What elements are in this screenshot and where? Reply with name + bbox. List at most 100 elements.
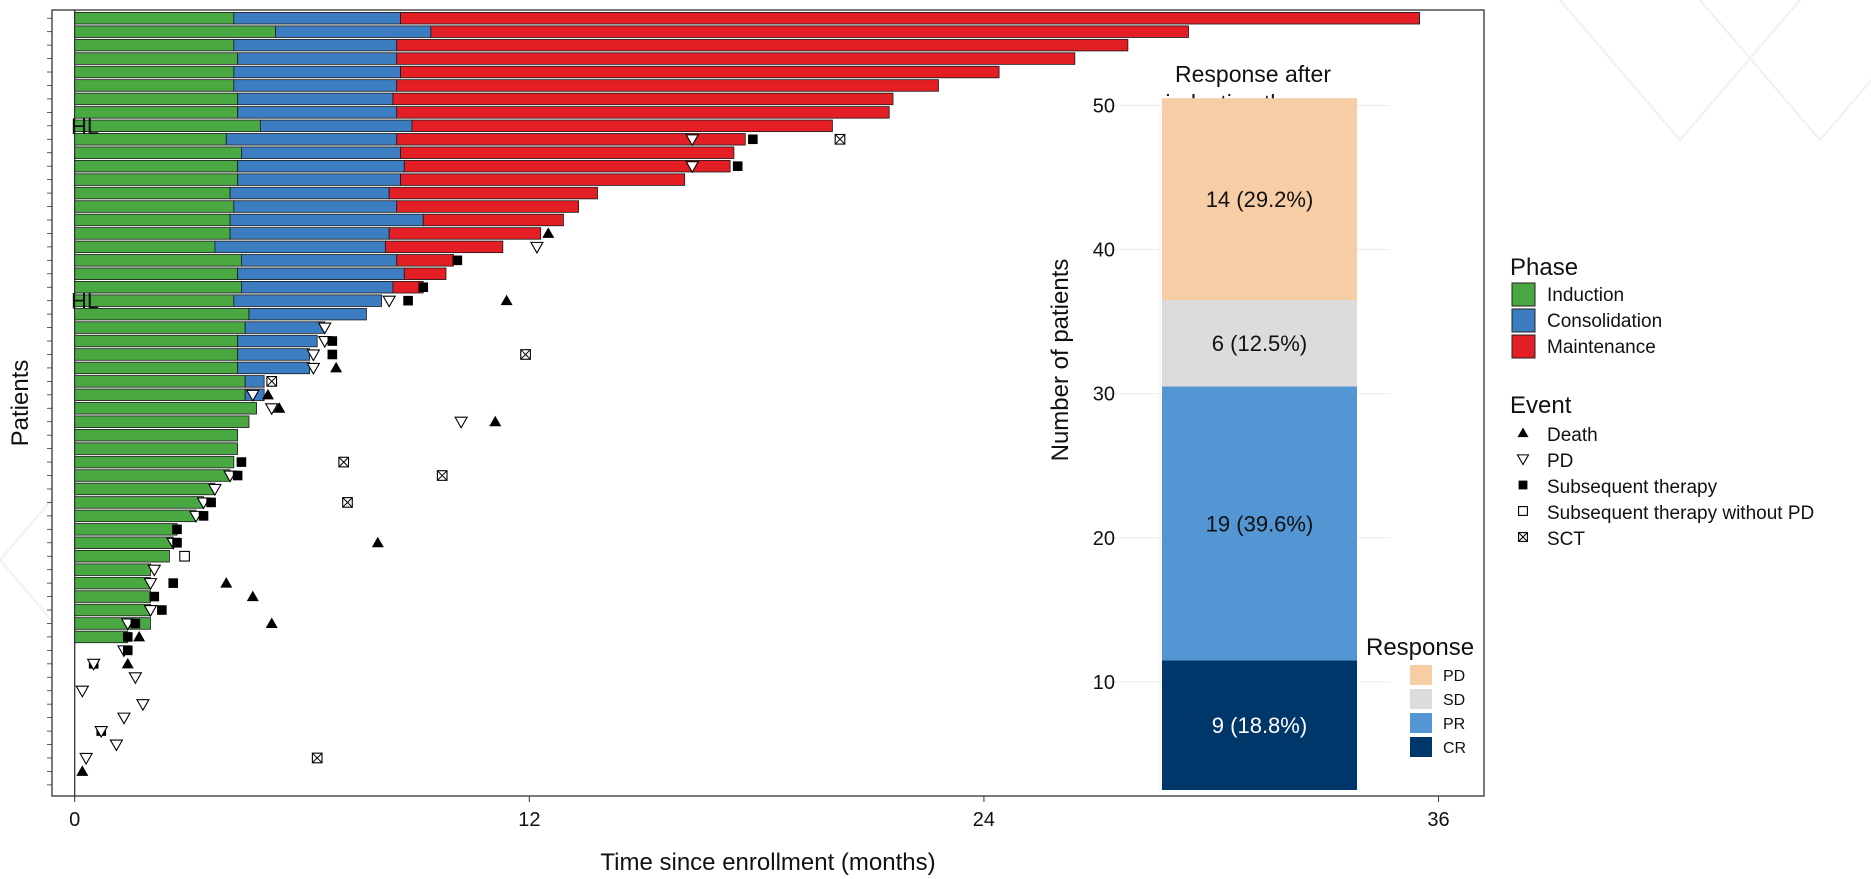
consolidation-bar bbox=[237, 106, 398, 119]
sct-cross bbox=[520, 349, 531, 360]
event-marker bbox=[122, 632, 133, 642]
x-tick-label: 12 bbox=[518, 809, 540, 831]
event-legend-label: SCT bbox=[1547, 529, 1585, 550]
death-icon bbox=[542, 227, 555, 238]
event-marker bbox=[147, 564, 162, 577]
stack-segment-pd bbox=[1162, 98, 1357, 300]
induction-bar bbox=[74, 12, 235, 25]
subsequent-therapy-icon bbox=[149, 591, 160, 602]
consolidation-bar bbox=[237, 92, 394, 106]
induction-bar bbox=[74, 321, 246, 334]
event-marker bbox=[529, 241, 544, 254]
event-marker bbox=[265, 617, 278, 628]
maintenance-bar bbox=[396, 200, 579, 213]
inset-y-axis-title: Number of patients bbox=[1047, 259, 1074, 462]
maintenance-bar bbox=[396, 52, 1076, 65]
induction-bar bbox=[74, 281, 242, 294]
induction-bar bbox=[74, 173, 239, 186]
event-marker bbox=[133, 630, 146, 642]
event-marker bbox=[220, 577, 233, 588]
subsequent-therapy-without-pd-icon bbox=[1518, 506, 1528, 516]
induction-bar bbox=[74, 509, 197, 523]
event-marker bbox=[172, 524, 182, 535]
x-tick-label: 0 bbox=[69, 809, 80, 831]
event-marker bbox=[261, 388, 274, 400]
consolidation-bar bbox=[233, 65, 401, 79]
event-marker bbox=[109, 739, 124, 752]
maintenance-bar bbox=[396, 133, 746, 146]
maintenance-bar bbox=[400, 12, 1420, 25]
phase-legend-label: Maintenance bbox=[1547, 337, 1656, 358]
phase-legend-title: Phase bbox=[1510, 254, 1578, 281]
consolidation-bar bbox=[241, 146, 401, 159]
induction-bar bbox=[74, 200, 235, 213]
subsequent-therapy-icon bbox=[122, 645, 133, 656]
consolidation-bar bbox=[237, 361, 311, 375]
event-marker bbox=[306, 349, 321, 362]
maintenance-bar bbox=[396, 106, 890, 119]
event-marker bbox=[489, 415, 502, 427]
pd-icon bbox=[1516, 454, 1530, 466]
subsequent-therapy-without-pd-icon bbox=[179, 550, 190, 562]
induction-bar bbox=[74, 482, 216, 496]
stack-label-sd: 6 (12.5%) bbox=[1212, 331, 1307, 356]
subsequent-therapy-icon bbox=[198, 511, 209, 521]
event-marker bbox=[246, 590, 259, 602]
x-axis-title: Time since enrollment (months) bbox=[600, 849, 935, 876]
pd-icon bbox=[685, 134, 700, 147]
pd-icon bbox=[135, 699, 150, 712]
event-marker bbox=[149, 591, 160, 602]
consolidation-bar bbox=[248, 307, 367, 321]
consolidation-bar bbox=[237, 52, 398, 65]
maintenance-bar bbox=[392, 92, 894, 106]
event-marker bbox=[834, 133, 846, 145]
subsequent-therapy-icon bbox=[403, 295, 413, 306]
event-marker bbox=[382, 295, 397, 308]
induction-bar bbox=[74, 402, 257, 415]
induction-bar bbox=[74, 375, 246, 388]
event-legend-symbol bbox=[1518, 480, 1528, 490]
subsequent-therapy-icon bbox=[732, 161, 743, 171]
maintenance-bar bbox=[400, 173, 686, 186]
event-marker bbox=[86, 658, 101, 671]
y-axis-title: Patients bbox=[7, 360, 34, 447]
pd-icon bbox=[128, 672, 143, 685]
subsequent-therapy-icon bbox=[1518, 480, 1528, 490]
induction-bar bbox=[74, 25, 276, 38]
pd-icon bbox=[317, 322, 332, 335]
death-icon bbox=[133, 630, 146, 642]
response-legend-label: SD bbox=[1443, 692, 1465, 709]
response-legend-swatch bbox=[1410, 665, 1432, 685]
death-icon bbox=[489, 415, 502, 427]
event-marker bbox=[121, 657, 134, 669]
event-legend-label: PD bbox=[1547, 451, 1573, 472]
induction-bar bbox=[74, 254, 242, 267]
consolidation-bar bbox=[229, 227, 390, 240]
event-marker bbox=[520, 349, 531, 360]
consolidation-bar bbox=[241, 254, 398, 267]
induction-bar bbox=[74, 550, 170, 563]
death-icon bbox=[265, 617, 278, 628]
induction-bar bbox=[74, 630, 129, 644]
induction-bar bbox=[74, 455, 235, 469]
maintenance-bar bbox=[400, 65, 1000, 79]
maintenance-bar bbox=[384, 240, 504, 254]
stack-segment-cr bbox=[1162, 660, 1357, 790]
event-marker bbox=[685, 134, 700, 147]
stack-segment-pr bbox=[1162, 386, 1357, 661]
consolidation-bar bbox=[237, 159, 405, 173]
maintenance-bar bbox=[411, 119, 833, 133]
event-marker bbox=[327, 349, 338, 360]
event-marker bbox=[500, 294, 513, 306]
pd-icon bbox=[264, 403, 279, 416]
consolidation-bar bbox=[233, 38, 398, 52]
event-marker bbox=[245, 389, 260, 402]
event-marker bbox=[342, 497, 353, 508]
response-legend-title: Response bbox=[1366, 634, 1474, 661]
induction-bar bbox=[74, 469, 231, 482]
phase-legend-swatch bbox=[1511, 282, 1536, 307]
event-marker bbox=[436, 470, 448, 481]
induction-bar bbox=[74, 146, 242, 159]
subsequent-therapy-icon bbox=[122, 632, 133, 642]
